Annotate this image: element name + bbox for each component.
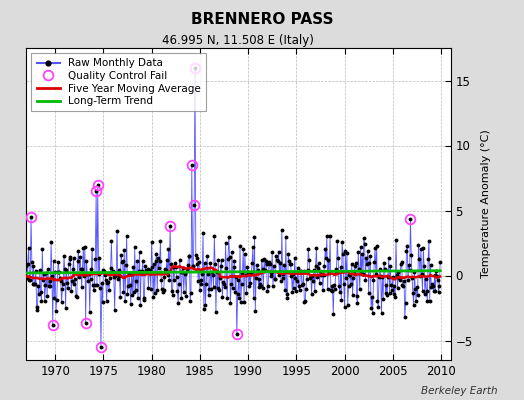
Legend: Raw Monthly Data, Quality Control Fail, Five Year Moving Average, Long-Term Tren: Raw Monthly Data, Quality Control Fail, … (31, 53, 206, 112)
Text: Berkeley Earth: Berkeley Earth (421, 386, 498, 396)
Text: BRENNERO PASS: BRENNERO PASS (191, 12, 333, 27)
Y-axis label: Temperature Anomaly (°C): Temperature Anomaly (°C) (481, 130, 491, 278)
Title: 46.995 N, 11.508 E (Italy): 46.995 N, 11.508 E (Italy) (162, 34, 314, 47)
